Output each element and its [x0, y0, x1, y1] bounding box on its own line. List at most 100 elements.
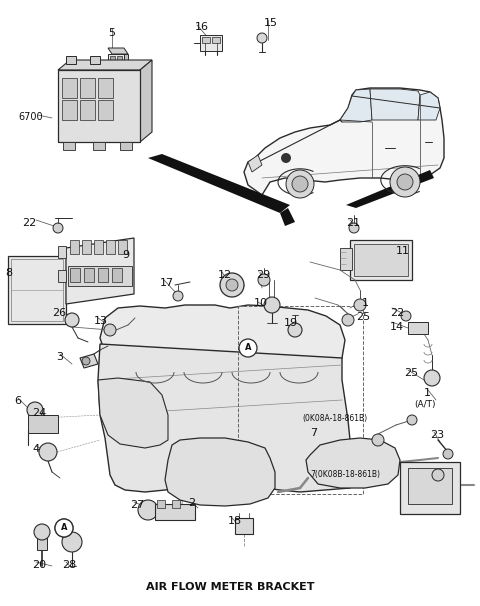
Bar: [98, 100, 113, 120]
Bar: [200, 35, 222, 51]
Text: 19: 19: [284, 318, 298, 328]
Bar: [235, 518, 253, 534]
Bar: [90, 56, 100, 64]
Polygon shape: [165, 438, 275, 506]
Text: 20: 20: [32, 560, 46, 570]
Circle shape: [407, 415, 417, 425]
Text: 27: 27: [130, 500, 144, 510]
Bar: [80, 100, 95, 120]
Bar: [350, 240, 412, 280]
Text: 23: 23: [430, 430, 444, 440]
Circle shape: [257, 33, 267, 43]
Circle shape: [55, 519, 73, 537]
Bar: [84, 268, 94, 282]
Text: 6700: 6700: [18, 112, 43, 122]
Circle shape: [27, 402, 43, 418]
Circle shape: [372, 434, 384, 446]
Text: 4: 4: [32, 444, 39, 454]
Text: 9: 9: [122, 250, 129, 260]
Bar: [157, 500, 165, 508]
Bar: [110, 56, 115, 61]
Bar: [58, 246, 66, 258]
Polygon shape: [108, 48, 128, 54]
Circle shape: [401, 311, 411, 321]
Bar: [37, 538, 47, 550]
Circle shape: [104, 324, 116, 336]
Text: 6: 6: [14, 396, 21, 406]
Circle shape: [286, 170, 314, 198]
Polygon shape: [340, 89, 372, 122]
Bar: [400, 462, 460, 514]
Polygon shape: [66, 238, 134, 304]
Bar: [98, 78, 113, 98]
Polygon shape: [280, 208, 295, 226]
Bar: [80, 78, 95, 98]
Polygon shape: [58, 60, 152, 70]
Text: 7: 7: [310, 428, 317, 438]
Circle shape: [354, 299, 366, 311]
Text: 25: 25: [356, 312, 370, 322]
Circle shape: [424, 370, 440, 386]
Bar: [98, 268, 108, 282]
Circle shape: [173, 291, 183, 301]
Text: 18: 18: [228, 516, 242, 526]
Bar: [94, 240, 103, 254]
Polygon shape: [124, 54, 128, 68]
Bar: [58, 270, 66, 282]
Circle shape: [226, 279, 238, 291]
Text: 13: 13: [94, 316, 108, 326]
Bar: [28, 415, 58, 433]
Text: 25: 25: [404, 368, 418, 378]
Circle shape: [390, 167, 420, 197]
Text: 24: 24: [32, 408, 46, 418]
Circle shape: [65, 313, 79, 327]
Bar: [118, 240, 127, 254]
Text: (A/T): (A/T): [414, 400, 435, 409]
Bar: [62, 100, 77, 120]
Text: 12: 12: [218, 270, 232, 280]
Text: 1: 1: [424, 388, 431, 398]
Text: (0K08A-18-861B): (0K08A-18-861B): [302, 414, 367, 423]
Bar: [82, 240, 91, 254]
Text: 11: 11: [396, 246, 410, 256]
Polygon shape: [100, 305, 345, 376]
Bar: [68, 266, 132, 286]
Circle shape: [34, 524, 50, 540]
Bar: [8, 256, 66, 324]
Circle shape: [138, 500, 158, 520]
Circle shape: [292, 176, 308, 192]
Circle shape: [349, 223, 359, 233]
Bar: [120, 142, 132, 150]
Bar: [62, 78, 77, 98]
Bar: [117, 56, 122, 61]
Text: 2: 2: [188, 498, 195, 508]
Bar: [212, 37, 220, 43]
Bar: [63, 142, 75, 150]
Text: 28: 28: [62, 560, 76, 570]
Bar: [238, 306, 363, 494]
Polygon shape: [418, 92, 440, 120]
Circle shape: [288, 323, 302, 337]
Circle shape: [62, 532, 82, 552]
Text: 15: 15: [264, 18, 278, 28]
Bar: [106, 240, 115, 254]
Text: 1: 1: [362, 298, 369, 308]
Bar: [354, 244, 408, 276]
Polygon shape: [346, 170, 434, 208]
Polygon shape: [80, 354, 98, 368]
Polygon shape: [370, 89, 420, 120]
Bar: [66, 56, 76, 64]
Text: 26: 26: [52, 308, 66, 318]
Circle shape: [82, 357, 90, 365]
Text: AIR FLOW METER BRACKET: AIR FLOW METER BRACKET: [146, 582, 314, 592]
Circle shape: [53, 223, 63, 233]
Polygon shape: [306, 438, 400, 488]
Text: 5: 5: [108, 28, 115, 38]
Text: 16: 16: [195, 22, 209, 32]
Text: 8: 8: [5, 268, 12, 278]
Text: 10: 10: [254, 298, 268, 308]
Bar: [408, 468, 452, 504]
Bar: [408, 322, 428, 334]
Text: 3: 3: [56, 352, 63, 362]
Circle shape: [39, 443, 57, 461]
